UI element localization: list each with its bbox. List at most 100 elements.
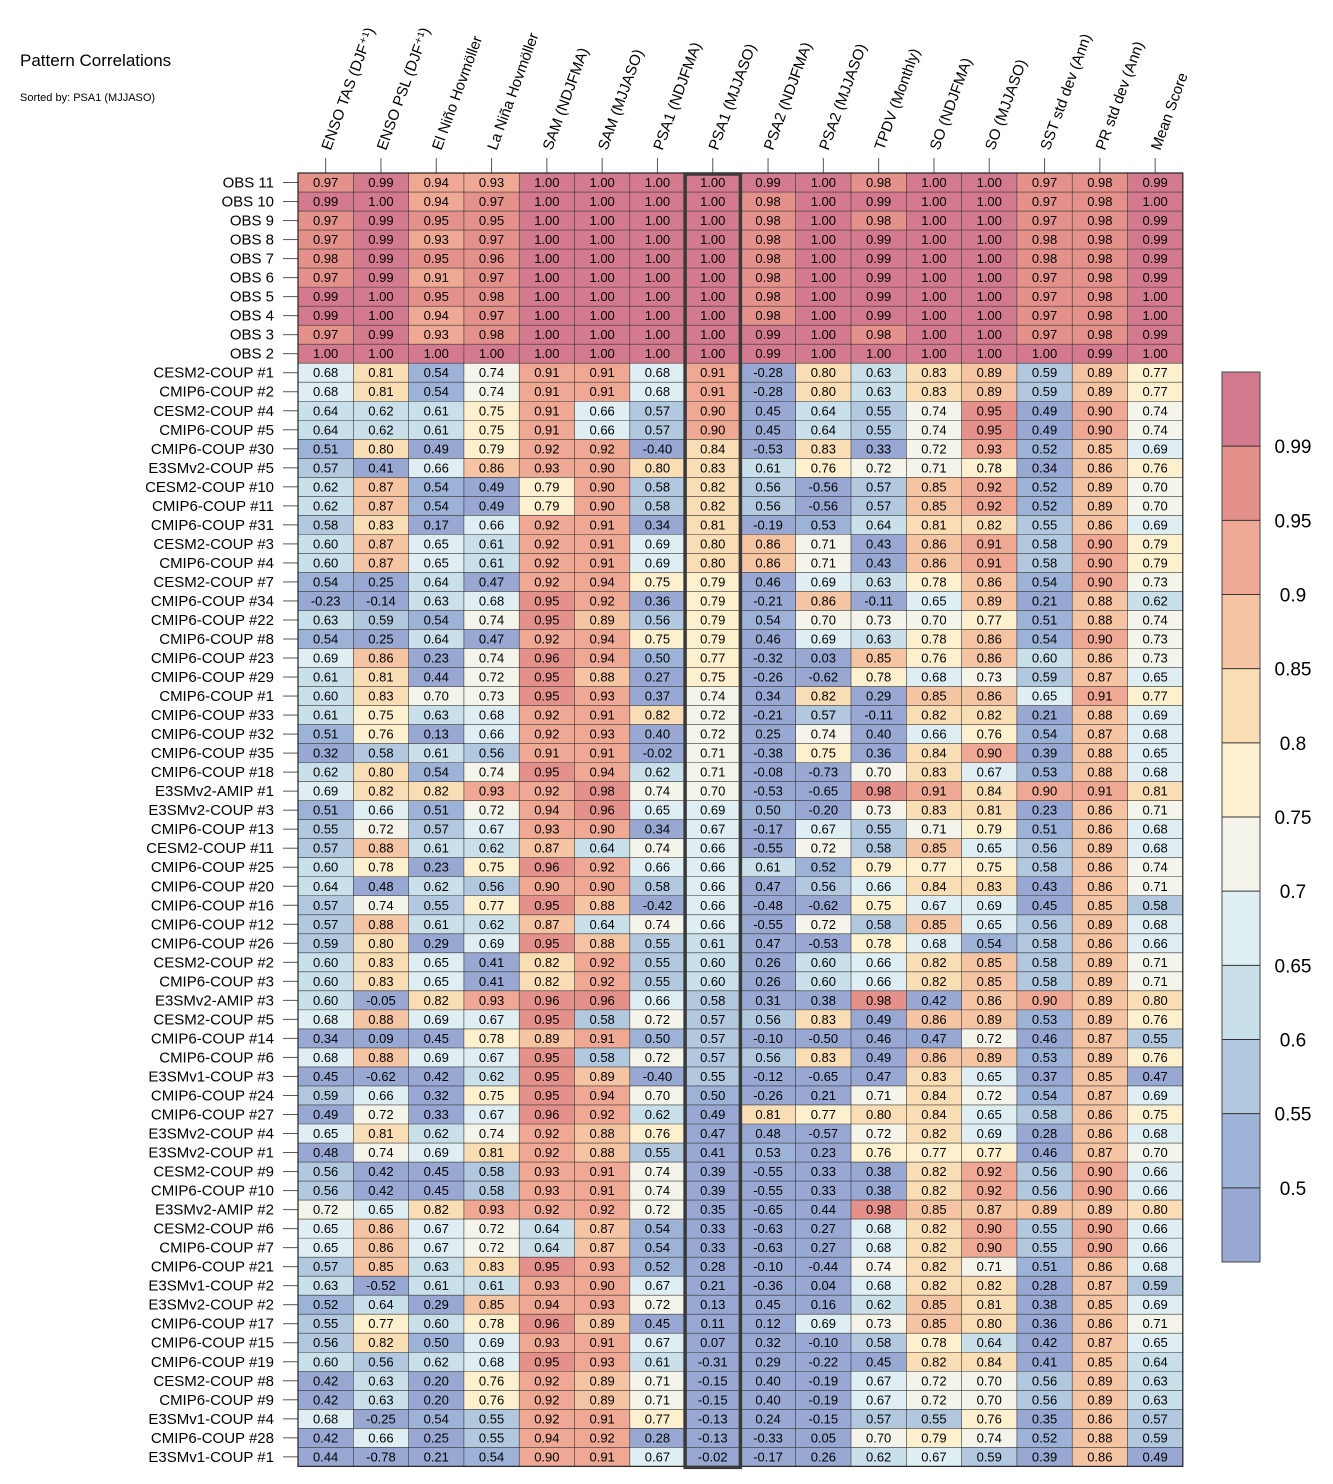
cell-value-label: 0.59 — [977, 1449, 1002, 1464]
cell-value-label: 0.98 — [1032, 251, 1057, 266]
cell-value-label: 0.65 — [921, 593, 946, 608]
cell-value-label: 0.84 — [700, 441, 725, 456]
cell-value-label: 0.82 — [645, 708, 670, 723]
cell-value-label: 0.82 — [424, 1202, 449, 1217]
cell-value-label: 0.23 — [424, 651, 449, 666]
heatmap-cell — [629, 1371, 686, 1391]
cell-value-label: 0.58 — [1032, 555, 1057, 570]
heatmap-cell — [795, 1162, 851, 1182]
row-label: CMIP6-COUP #17 — [151, 1316, 274, 1333]
heatmap-cell — [685, 382, 741, 402]
cell-value-label: 0.76 — [866, 1145, 891, 1160]
cell-value-label: 0.44 — [313, 1449, 338, 1464]
cell-value-label: 0.79 — [700, 631, 725, 646]
cell-value-label: 0.97 — [1032, 270, 1057, 285]
cell-value-label: -0.50 — [809, 1031, 839, 1046]
cell-value-label: 0.86 — [921, 1050, 946, 1065]
cell-value-label: 0.92 — [977, 479, 1002, 494]
heatmap-cell — [795, 1028, 851, 1048]
heatmap-cell — [629, 876, 686, 896]
cell-value-label: 0.57 — [700, 1012, 725, 1027]
heatmap-cell — [1072, 1447, 1128, 1467]
cell-value-label: 0.91 — [921, 784, 946, 799]
cell-value-label: 0.56 — [479, 746, 504, 761]
cell-value-label: 0.82 — [921, 1259, 946, 1274]
heatmap-cell — [961, 800, 1017, 820]
cell-value-label: 0.94 — [424, 308, 449, 323]
cell-value-label: 0.99 — [1142, 175, 1167, 190]
heatmap-cell — [1127, 1390, 1183, 1410]
row-label: OBS 8 — [230, 232, 274, 249]
heatmap-cell — [1072, 553, 1128, 573]
heatmap-cell — [1127, 1143, 1183, 1163]
heatmap-cell — [574, 895, 630, 915]
cell-value-label: 0.89 — [1087, 841, 1112, 856]
cell-value-label: 0.54 — [977, 936, 1002, 951]
heatmap-cell — [1016, 477, 1073, 497]
cell-value-label: 0.54 — [1032, 1088, 1057, 1103]
cell-value-label: 0.63 — [368, 1392, 393, 1407]
heatmap-cell — [795, 572, 851, 592]
cell-value-label: 0.93 — [534, 1278, 559, 1293]
heatmap-cell — [1072, 477, 1128, 497]
cell-value-label: 0.34 — [313, 1031, 338, 1046]
cell-value-label: 0.68 — [313, 1012, 338, 1027]
heatmap-cell — [1072, 952, 1128, 972]
heatmap-cell — [961, 762, 1017, 782]
heatmap-cell — [740, 439, 796, 459]
cell-value-label: 0.96 — [589, 993, 614, 1008]
heatmap-cell — [1127, 914, 1183, 934]
heatmap-cell — [574, 1276, 630, 1296]
heatmap-cell — [1127, 1333, 1183, 1353]
cell-value-label: -0.53 — [753, 441, 783, 456]
heatmap-cell — [463, 458, 520, 478]
cell-value-label: 0.56 — [1032, 1164, 1057, 1179]
cell-value-label: 0.79 — [534, 498, 559, 513]
heatmap-cell — [795, 173, 851, 193]
heatmap-cell — [629, 1276, 686, 1296]
cell-value-label: 1.00 — [534, 232, 559, 247]
heatmap-cell — [1016, 1104, 1073, 1124]
heatmap-cell — [740, 344, 796, 364]
heatmap-cell — [519, 477, 575, 497]
heatmap-cell — [463, 496, 520, 516]
heatmap-cell — [795, 591, 851, 611]
heatmap-cell — [298, 762, 354, 782]
heatmap-cell — [906, 1028, 962, 1048]
heatmap-cell — [1072, 363, 1128, 383]
cell-value-label: 1.00 — [534, 194, 559, 209]
cell-value-label: 0.98 — [479, 327, 504, 342]
cell-value-label: 0.56 — [755, 498, 780, 513]
heatmap-cell — [353, 1104, 409, 1124]
cell-value-label: 0.78 — [368, 860, 393, 875]
heatmap-cell — [574, 477, 630, 497]
heatmap-cell — [1072, 876, 1128, 896]
cell-value-label: 1.00 — [534, 175, 559, 190]
heatmap-cell — [851, 838, 907, 858]
heatmap-cell — [906, 382, 962, 402]
highlight-overlay — [683, 172, 743, 1470]
cell-value-label: -0.23 — [311, 593, 341, 608]
cell-value-label: 0.90 — [589, 822, 614, 837]
cell-value-label: 0.86 — [1087, 1259, 1112, 1274]
cell-value-label: 0.69 — [977, 1126, 1002, 1141]
heatmap-cell — [851, 1066, 907, 1086]
cell-value-label: 0.29 — [424, 1297, 449, 1312]
heatmap-cell — [463, 1276, 520, 1296]
cell-value-label: -0.65 — [753, 1202, 783, 1217]
heatmap-cell — [685, 496, 741, 516]
cell-value-label: 0.74 — [921, 422, 946, 437]
cell-value-label: 0.45 — [755, 1297, 780, 1312]
cell-value-label: 0.66 — [479, 727, 504, 742]
cell-value-label: -0.78 — [366, 1449, 396, 1464]
cell-value-label: 0.94 — [589, 1088, 614, 1103]
heatmap-cell — [463, 800, 520, 820]
heatmap-cell — [408, 401, 464, 421]
heatmap-cell — [629, 743, 686, 763]
cell-value-label: 0.59 — [1032, 365, 1057, 380]
heatmap-cell — [685, 895, 741, 915]
heatmap-cell — [961, 363, 1017, 383]
cell-value-label: 0.70 — [1142, 1145, 1167, 1160]
cell-value-label: 0.79 — [700, 574, 725, 589]
heatmap-cell — [519, 1047, 575, 1067]
